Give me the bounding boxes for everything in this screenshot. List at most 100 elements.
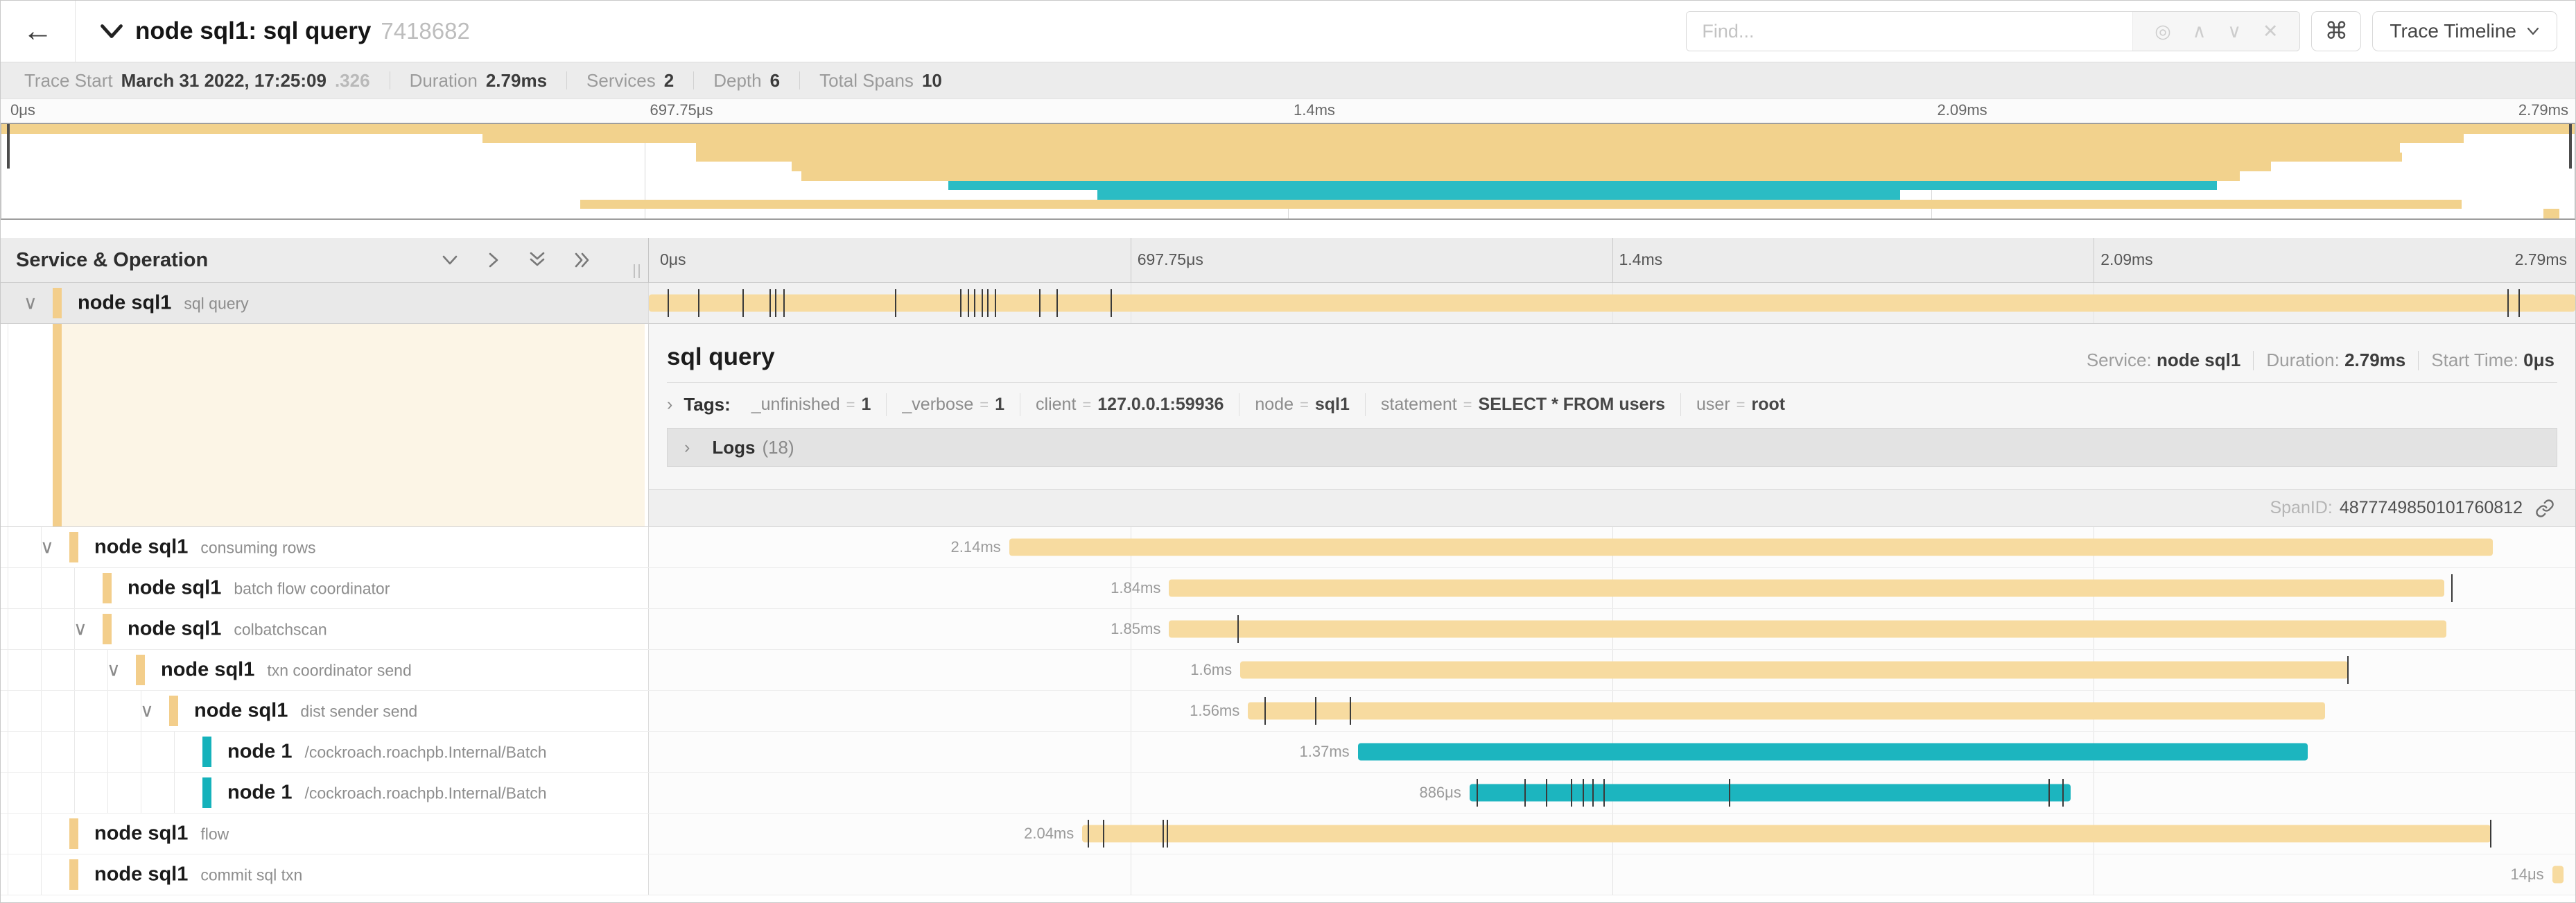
tags-accordion[interactable]: › Tags: _unfinished = 1 _verbose = 1 client = 12…: [649, 383, 2575, 425]
locate-icon[interactable]: ◎: [2155, 20, 2171, 42]
span-row-timeline-cell[interactable]: 1.6ms: [649, 650, 2575, 690]
timeline-tick-label: 2.79ms: [2514, 250, 2567, 268]
column-resizer-handle[interactable]: [634, 264, 640, 278]
span-row[interactable]: ∨ node sql1 sql query: [1, 283, 2575, 324]
span-color-strip: [53, 288, 62, 318]
span-log-marker: [1039, 289, 1041, 317]
span-log-marker: [987, 289, 989, 317]
span-duration-label: 14μs: [2510, 866, 2544, 883]
collapse-all-icon[interactable]: [528, 250, 547, 270]
span-service-name: node sql1 batch flow coordinator: [128, 576, 390, 599]
span-bar[interactable]: [649, 294, 2575, 312]
view-selector-button[interactable]: Trace Timeline: [2372, 11, 2557, 51]
find-input[interactable]: [1687, 12, 2133, 51]
span-row-tree-cell[interactable]: ∨ node sql1 dist sender send: [1, 691, 649, 731]
span-collapse-chevron-icon[interactable]: ∨: [40, 536, 54, 558]
span-row[interactable]: ∨ node sql1 colbatchscan 1.85ms: [1, 609, 2575, 650]
span-row-tree-cell[interactable]: ∨ node sql1 colbatchscan: [1, 609, 649, 649]
keyboard-shortcuts-button[interactable]: ⌘: [2311, 11, 2362, 51]
span-row-timeline-cell[interactable]: 2.04ms: [649, 814, 2575, 854]
span-duration-label: 1.85ms: [1111, 620, 1161, 637]
collapse-trace-chevron-icon[interactable]: [99, 22, 124, 40]
span-bar[interactable]: [1082, 825, 2491, 843]
span-bar[interactable]: [1240, 661, 2349, 679]
span-row-timeline-cell[interactable]: 1.85ms: [649, 609, 2575, 649]
back-button[interactable]: ←: [1, 1, 76, 62]
span-row[interactable]: node sql1 commit sql txn 14μs: [1, 854, 2575, 895]
span-meta-value: 2.79ms: [2344, 350, 2406, 370]
logs-accordion[interactable]: › Logs (18): [667, 428, 2557, 467]
span-bar[interactable]: [1248, 702, 2325, 720]
span-row-tree-cell[interactable]: ∨ node sql1 sql query: [1, 283, 649, 323]
span-row-tree-cell[interactable]: node sql1 commit sql txn: [1, 854, 649, 895]
span-row-tree-cell[interactable]: ∨ node sql1 consuming rows: [1, 527, 649, 567]
span-row-tree-cell[interactable]: node sql1 batch flow coordinator: [1, 568, 649, 608]
span-bar[interactable]: [1169, 579, 2445, 597]
span-bar[interactable]: [1469, 784, 2071, 802]
span-collapse-chevron-icon[interactable]: ∨: [24, 292, 37, 313]
minimap-tick-labels: 0μs 697.75μs 1.4ms 2.09ms 2.79ms: [1, 99, 2575, 123]
span-color-strip: [202, 777, 211, 808]
find-group: ◎ ∧ ∨ ✕: [1686, 11, 2301, 51]
span-row-tree-cell[interactable]: node sql1 flow: [1, 814, 649, 854]
span-row[interactable]: ∨ node sql1 dist sender send 1.56ms: [1, 691, 2575, 732]
minimap-left-scrubber[interactable]: [7, 124, 10, 169]
tree-guide: [41, 609, 42, 649]
span-meta-value: node sql1: [2156, 350, 2241, 370]
span-service-name: node 1/cockroach.roachpb.Internal/Batch: [227, 740, 547, 763]
span-collapse-chevron-icon[interactable]: ∨: [140, 700, 154, 721]
span-bar[interactable]: [1169, 620, 2446, 638]
clear-search-icon[interactable]: ✕: [2262, 20, 2279, 42]
span-row-tree-cell[interactable]: node 1/cockroach.roachpb.Internal/Batch: [1, 732, 649, 772]
tree-guide: [41, 568, 42, 608]
span-service-name: node sql1 txn coordinator send: [161, 658, 412, 681]
trace-stat: Depth 6: [713, 70, 780, 92]
minimap-right-scrubber[interactable]: [2569, 124, 2572, 169]
stat-separator: [693, 71, 695, 89]
span-row[interactable]: ∨ node sql1 txn coordinator send 1.6ms: [1, 650, 2575, 691]
span-row-timeline-cell[interactable]: 1.56ms: [649, 691, 2575, 731]
tag: user = root: [1680, 393, 1800, 416]
span-log-marker: [775, 289, 777, 317]
minimap-canvas[interactable]: [1, 123, 2575, 220]
back-arrow-icon: ←: [22, 14, 53, 48]
next-result-icon[interactable]: ∨: [2227, 20, 2242, 42]
span-row-tree-cell[interactable]: ∨ node sql1 txn coordinator send: [1, 650, 649, 690]
tag: client = 127.0.0.1:59936: [1020, 393, 1239, 416]
link-icon[interactable]: [2535, 499, 2555, 518]
span-collapse-chevron-icon[interactable]: ∨: [107, 659, 121, 680]
collapse-one-level-icon[interactable]: [440, 252, 460, 268]
span-row-tree-cell[interactable]: node 1/cockroach.roachpb.Internal/Batch: [1, 773, 649, 813]
prev-result-icon[interactable]: ∧: [2192, 20, 2207, 42]
find-controls: ◎ ∧ ∨ ✕: [2132, 12, 2300, 51]
span-log-marker: [2507, 289, 2509, 317]
span-row[interactable]: ∨ node sql1 consuming rows 2.14ms: [1, 527, 2575, 568]
expand-all-icon[interactable]: [573, 250, 593, 270]
command-icon: ⌘: [2324, 18, 2349, 44]
span-collapse-chevron-icon[interactable]: ∨: [73, 618, 87, 639]
span-row-timeline-cell[interactable]: 886μs: [649, 773, 2575, 813]
span-bar[interactable]: [1357, 743, 2308, 761]
expand-one-level-icon[interactable]: [486, 250, 501, 270]
span-row-timeline-cell[interactable]: 1.37ms: [649, 732, 2575, 772]
tag-value: 127.0.0.1:59936: [1097, 395, 1224, 414]
span-log-marker: [1349, 697, 1351, 725]
span-row-timeline-cell[interactable]: 14μs: [649, 854, 2575, 895]
span-row-timeline-cell[interactable]: [649, 283, 2575, 323]
span-detail-meta: Service: node sql1 Duration: 2.79ms Start …: [2087, 350, 2555, 371]
span-row-timeline-cell[interactable]: 1.84ms: [649, 568, 2575, 608]
span-bar[interactable]: [2552, 866, 2564, 884]
span-service-name: node sql1 consuming rows: [94, 535, 316, 558]
span-row[interactable]: node sql1 flow 2.04ms: [1, 814, 2575, 854]
span-bar[interactable]: [1009, 538, 2493, 556]
page-title: node sql1: sql query 7418682: [135, 17, 470, 45]
tag-value: 1: [861, 395, 871, 414]
span-operation-name: commit sql txn: [200, 866, 303, 884]
span-row[interactable]: node 1/cockroach.roachpb.Internal/Batch 1…: [1, 732, 2575, 773]
tree-guide: [174, 732, 175, 772]
tree-guide: [41, 732, 42, 772]
span-row-timeline-cell[interactable]: 2.14ms: [649, 527, 2575, 567]
span-row[interactable]: node sql1 batch flow coordinator 1.84ms: [1, 568, 2575, 609]
span-row[interactable]: node 1/cockroach.roachpb.Internal/Batch 8…: [1, 773, 2575, 814]
